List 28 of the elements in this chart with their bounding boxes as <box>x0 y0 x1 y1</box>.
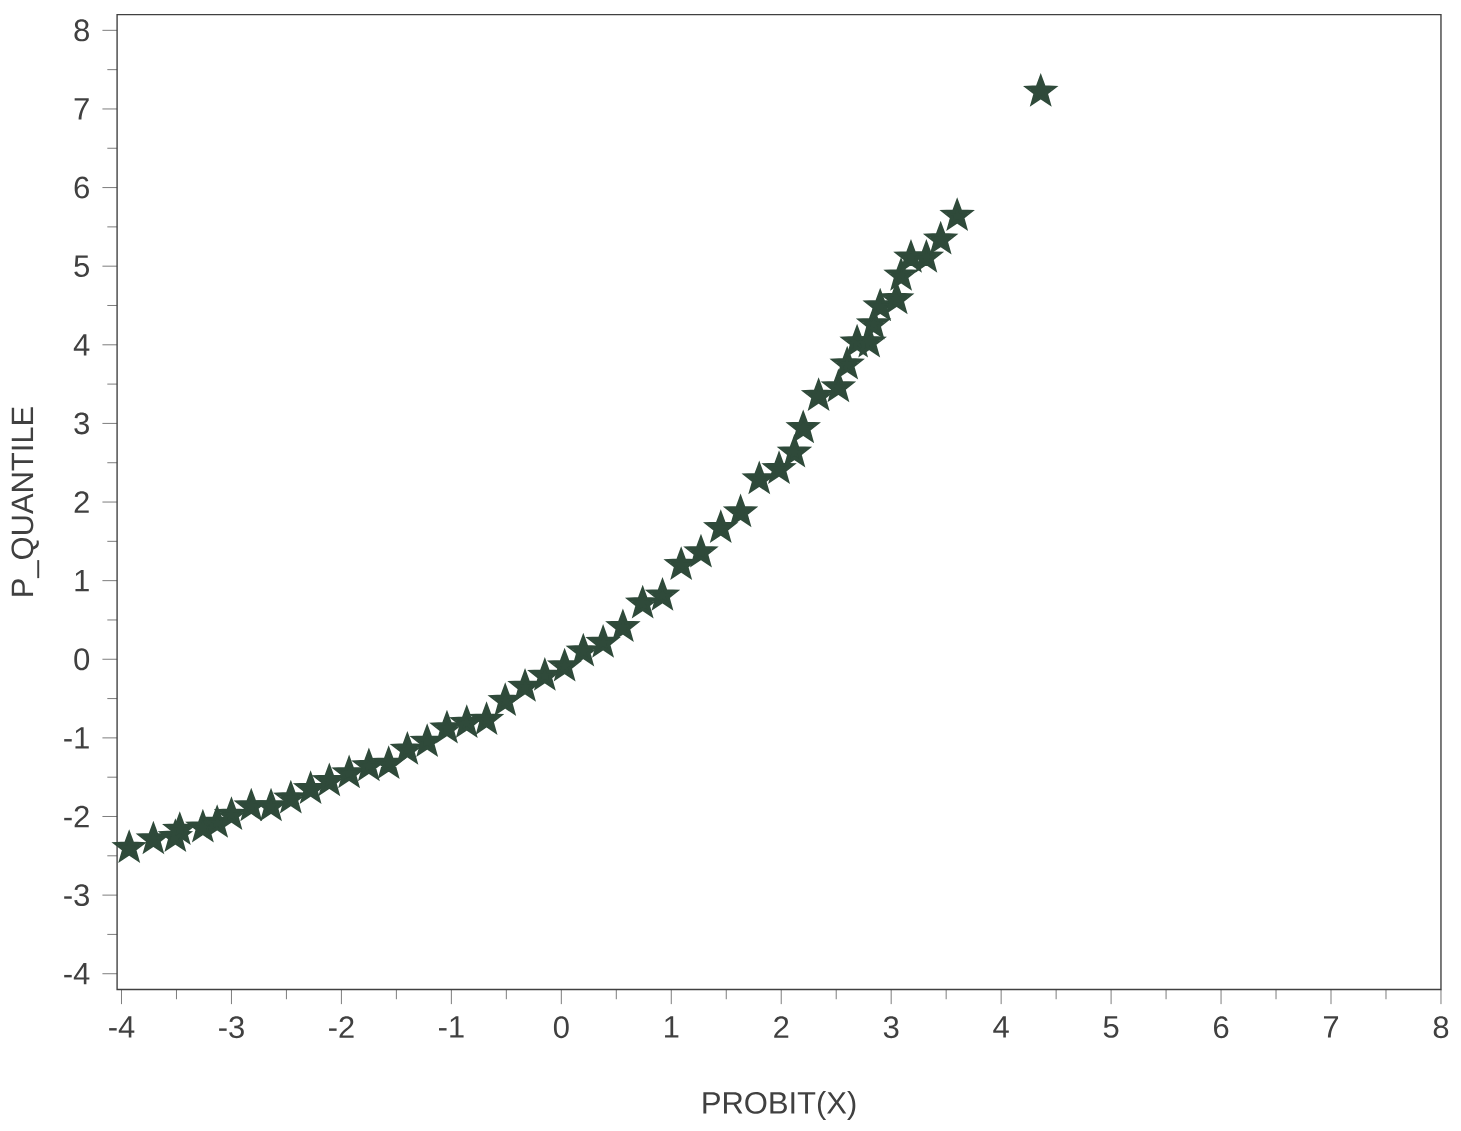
y-tick-label: -3 <box>64 883 89 906</box>
x-tick-label: 7 <box>1323 1016 1339 1038</box>
x-tick-label: 0 <box>553 1016 569 1038</box>
x-axis-title: PROBIT(X) <box>703 1090 856 1120</box>
y-tick-label: 8 <box>74 19 89 42</box>
y-tick-label: 0 <box>74 648 90 671</box>
x-tick-label: 1 <box>665 1016 679 1038</box>
x-tick-label: -3 <box>219 1016 244 1038</box>
y-tick-label: -1 <box>64 727 89 749</box>
y-tick-label: 6 <box>74 176 89 199</box>
x-tick-label: -2 <box>329 1016 354 1038</box>
x-tick-label: -1 <box>439 1016 464 1038</box>
x-tick-label: -4 <box>109 1016 135 1038</box>
y-tick-label: 7 <box>74 98 89 120</box>
y-tick-label: 5 <box>74 255 89 277</box>
x-tick-label: 5 <box>1103 1016 1119 1038</box>
y-tick-label: 4 <box>73 333 90 356</box>
x-tick-label: 8 <box>1433 1016 1449 1038</box>
x-tick-label: 4 <box>993 1016 1009 1038</box>
y-tick-label: 2 <box>74 491 89 513</box>
y-tick-label: -4 <box>64 962 90 985</box>
y-tick-label: 3 <box>74 412 89 435</box>
y-tick-label: -2 <box>64 805 89 828</box>
x-tick-label: 2 <box>774 1016 789 1038</box>
x-tick-label: 6 <box>1214 1016 1229 1038</box>
y-tick-label: 1 <box>75 569 89 592</box>
y-axis-title: P_QUANTILE <box>11 406 40 596</box>
x-tick-label: 3 <box>883 1016 899 1038</box>
